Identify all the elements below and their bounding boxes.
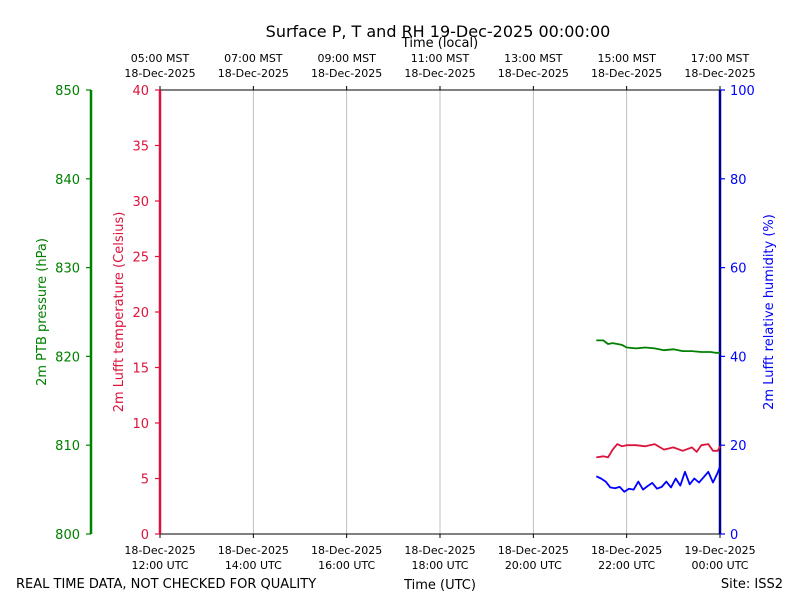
humidity-tick-label: 0 bbox=[730, 528, 738, 543]
x-tick-label-date: 18-Dec-2025 bbox=[404, 544, 475, 557]
top-tick-label-date: 18-Dec-2025 bbox=[218, 67, 289, 80]
x-tick-label-date: 18-Dec-2025 bbox=[311, 544, 382, 557]
x-tick-label-date: 18-Dec-2025 bbox=[124, 544, 195, 557]
pressure-tick-label: 830 bbox=[55, 262, 80, 277]
top-tick-label-time: 07:00 MST bbox=[224, 52, 283, 65]
top-axis-title: Time (local) bbox=[401, 36, 478, 51]
pressure-tick-label: 820 bbox=[55, 350, 80, 365]
humidity-tick-label: 20 bbox=[730, 439, 747, 454]
quality-disclaimer: REAL TIME DATA, NOT CHECKED FOR QUALITY bbox=[16, 577, 316, 592]
site-label: Site: ISS2 bbox=[721, 577, 783, 592]
x-tick-label-date: 18-Dec-2025 bbox=[218, 544, 289, 557]
top-tick-label-date: 18-Dec-2025 bbox=[498, 67, 569, 80]
top-tick-label-date: 18-Dec-2025 bbox=[404, 67, 475, 80]
temperature-series-line bbox=[596, 443, 721, 459]
temperature-tick-label: 5 bbox=[141, 473, 149, 488]
top-tick-label-time: 05:00 MST bbox=[131, 52, 190, 65]
x-tick-label-time: 22:00 UTC bbox=[598, 559, 655, 572]
temperature-tick-label: 20 bbox=[132, 306, 149, 321]
top-tick-label-time: 13:00 MST bbox=[504, 52, 563, 65]
x-tick-label-time: 12:00 UTC bbox=[131, 559, 188, 572]
temperature-tick-label: 10 bbox=[132, 417, 149, 432]
humidity-tick-label: 100 bbox=[730, 84, 755, 99]
humidity-tick-label: 80 bbox=[730, 173, 747, 188]
top-tick-label-date: 18-Dec-2025 bbox=[311, 67, 382, 80]
humidity-series-line bbox=[595, 466, 721, 493]
x-tick-label-time: 14:00 UTC bbox=[225, 559, 282, 572]
temperature-axis-label: 2m Lufft temperature (Celsius) bbox=[112, 212, 127, 413]
chart-title: Surface P, T and RH 19-Dec-2025 00:00:00 bbox=[266, 22, 611, 41]
x-tick-label-time: 00:00 UTC bbox=[691, 559, 748, 572]
temperature-tick-label: 15 bbox=[132, 362, 149, 377]
humidity-tick-label: 40 bbox=[730, 350, 747, 365]
temperature-tick-label: 30 bbox=[132, 195, 149, 210]
top-tick-label-time: 11:00 MST bbox=[411, 52, 470, 65]
top-tick-label-time: 15:00 MST bbox=[597, 52, 656, 65]
temperature-tick-label: 35 bbox=[132, 140, 149, 155]
temperature-tick-label: 25 bbox=[132, 251, 149, 266]
pressure-tick-label: 840 bbox=[55, 173, 80, 188]
top-tick-label-date: 18-Dec-2025 bbox=[684, 67, 755, 80]
pressure-tick-label: 800 bbox=[55, 528, 80, 543]
humidity-axis-label: 2m Lufft relative humidity (%) bbox=[762, 214, 777, 410]
x-tick-label-date: 18-Dec-2025 bbox=[591, 544, 662, 557]
temperature-tick-label: 0 bbox=[141, 528, 149, 543]
top-tick-label-date: 18-Dec-2025 bbox=[591, 67, 662, 80]
bottom-axis-title: Time (UTC) bbox=[403, 578, 476, 593]
top-tick-label-date: 18-Dec-2025 bbox=[124, 67, 195, 80]
humidity-tick-label: 60 bbox=[730, 262, 747, 277]
x-tick-label-time: 18:00 UTC bbox=[411, 559, 468, 572]
x-tick-label-time: 16:00 UTC bbox=[318, 559, 375, 572]
pressure-series-line bbox=[596, 339, 720, 354]
pressure-tick-label: 850 bbox=[55, 84, 80, 99]
pressure-axis-label: 2m PTB pressure (hPa) bbox=[35, 238, 50, 386]
top-tick-label-time: 17:00 MST bbox=[691, 52, 750, 65]
x-tick-label-date: 19-Dec-2025 bbox=[684, 544, 755, 557]
temperature-tick-label: 40 bbox=[132, 84, 149, 99]
x-tick-label-time: 20:00 UTC bbox=[505, 559, 562, 572]
top-tick-label-time: 09:00 MST bbox=[317, 52, 376, 65]
pressure-tick-label: 810 bbox=[55, 439, 80, 454]
x-tick-label-date: 18-Dec-2025 bbox=[498, 544, 569, 557]
